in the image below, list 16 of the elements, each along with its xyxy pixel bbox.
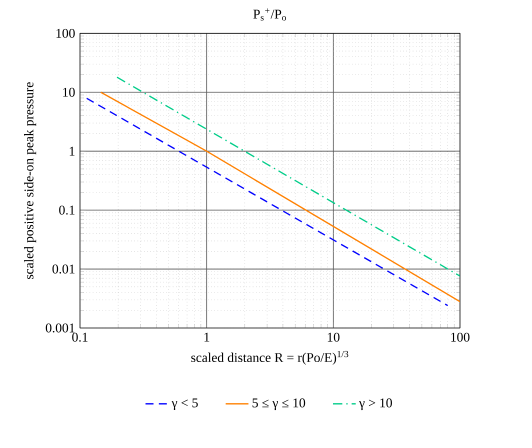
x-tick-label: 10: [328, 332, 340, 342]
y-axis-title: scaled positive side-on peak pressure: [24, 82, 36, 279]
legend-label: γ > 10: [359, 398, 392, 410]
y-tick-label: 0.001: [46, 323, 74, 333]
y-tick-label: 100: [56, 28, 75, 38]
legend-label: 5 ≤ γ ≤ 10: [252, 398, 306, 410]
y-tick-label: 0.01: [52, 264, 74, 274]
y-tick-label: 10: [63, 88, 75, 97]
chart-title: P$_{s}$$^{+}$/P$_{o}$: [253, 8, 286, 21]
x-tick-label: 100: [451, 332, 470, 342]
y-tick-label: 0.1: [59, 206, 74, 215]
legend-label: γ < 5: [172, 398, 198, 410]
x-tick-label: 0.1: [72, 332, 88, 342]
x-tick-label: 1: [204, 332, 210, 342]
x-axis-title: scaled distance R = r(Po/E)$^{1/3}$: [191, 350, 348, 365]
y-tick-label: 1: [70, 146, 74, 156]
